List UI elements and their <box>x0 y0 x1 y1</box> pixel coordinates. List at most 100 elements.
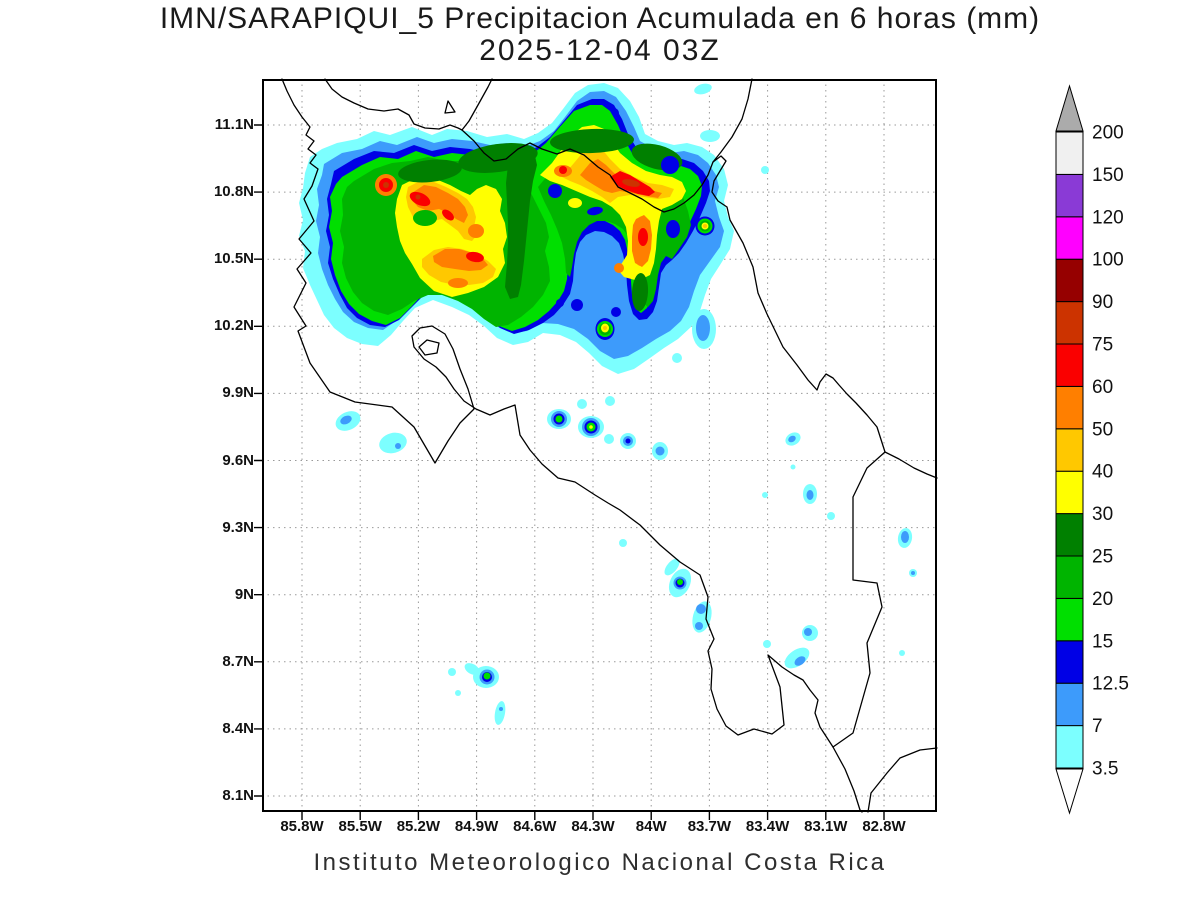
colorbar-level-label: 40 <box>1092 462 1113 483</box>
precip-contour <box>568 198 582 208</box>
precip-contour <box>550 128 634 154</box>
precip-contour <box>464 663 480 675</box>
precip-contour <box>700 130 720 142</box>
colorbar-level-label: 15 <box>1092 631 1113 652</box>
colorbar-level-label: 75 <box>1092 335 1113 356</box>
precip-contour <box>703 224 707 228</box>
lon-tick-label: 82.8W <box>862 818 906 835</box>
precip-contour <box>412 185 468 223</box>
precip-contour <box>762 492 768 498</box>
precip-contour <box>355 329 363 337</box>
precip-contour <box>466 251 484 263</box>
lon-tick-label: 83.4W <box>745 818 790 835</box>
precip-contour <box>555 415 563 423</box>
precipitation-map <box>254 78 938 820</box>
lon-tick-label: 85.2W <box>396 818 441 835</box>
precip-contour <box>901 531 909 543</box>
precip-contour <box>577 399 587 409</box>
lon-tick-label: 85.5W <box>338 818 382 835</box>
colorbar-level-label: 30 <box>1092 504 1113 525</box>
colorbar-block <box>1055 301 1084 345</box>
precip-contour <box>494 701 506 725</box>
lat-tick-label: 10.5N <box>213 250 254 268</box>
precip-contour <box>666 220 680 238</box>
precip-contour <box>398 159 462 183</box>
colorbar-block <box>1055 555 1084 599</box>
precip-contour <box>415 194 421 200</box>
page-title: IMN/SARAPIQUI_5 Precipitacion Acumulada … <box>159 2 1041 35</box>
colorbar-block <box>1055 428 1084 472</box>
precip-contour <box>911 571 915 575</box>
lat-tick-label: 10.8N <box>213 183 254 201</box>
precip-contour <box>499 707 503 711</box>
precip-contour <box>672 353 682 363</box>
precip-contour <box>695 622 703 630</box>
precip-contour <box>483 672 491 680</box>
colorbar-level-label: 20 <box>1092 589 1113 610</box>
precip-contour <box>548 184 562 198</box>
colorbar-level-label: 200 <box>1092 123 1124 144</box>
precip-contour <box>468 224 484 238</box>
institute-credit: Instituto Meteorologico Nacional Costa R… <box>313 849 887 876</box>
colorbar-level-label: 150 <box>1092 165 1124 186</box>
nicaragua-border <box>461 129 714 213</box>
colorbar-block <box>1055 216 1084 260</box>
precip-contour <box>631 273 649 311</box>
precip-contour <box>694 83 712 95</box>
colorbar-block <box>1055 343 1084 387</box>
precip-contour <box>638 228 648 246</box>
lon-tick-label: 84W <box>635 818 667 835</box>
lat-tick-label: 8.7N <box>222 652 254 670</box>
colorbar-block <box>1055 470 1084 515</box>
lon-tick-label: 84.6W <box>513 818 557 835</box>
lon-tick-label: 85.8W <box>280 818 324 835</box>
precip-contour <box>611 307 621 317</box>
precip-contour <box>622 179 640 187</box>
precip-contour <box>614 263 624 273</box>
valid-datetime: 2025-12-04 03Z <box>479 34 721 67</box>
precip-contour <box>409 191 431 207</box>
precip-contour <box>442 209 454 221</box>
precip-contour <box>455 690 461 696</box>
precip-contour <box>340 415 352 425</box>
colorbar-level-label: 25 <box>1092 547 1113 568</box>
precip-contour <box>556 299 564 307</box>
colorbar-labels: 3.5 7 12.5 15 20 25 30 40 50 60 75 90 100 120 150 200 <box>1092 123 1129 780</box>
tick-marks <box>254 124 885 820</box>
lon-tick-label: 83.7W <box>687 818 732 835</box>
precip-contour <box>763 640 771 648</box>
pacific-coastline <box>281 78 863 813</box>
precip-contour <box>827 512 835 520</box>
colorbar-blocks <box>1055 131 1084 769</box>
colorbar-block <box>1055 385 1084 430</box>
precip-contour <box>696 604 706 614</box>
colorbar-level-label: 120 <box>1092 207 1124 228</box>
colorbar-level-label: 60 <box>1092 377 1113 398</box>
colorbar-level-label: 50 <box>1092 419 1113 440</box>
colorbar-above-max-arrow <box>1055 84 1084 132</box>
precip-contour <box>604 434 614 444</box>
axis-ticks <box>254 124 885 820</box>
colorbar-level-label: 90 <box>1092 292 1113 313</box>
precip-contour <box>605 396 615 406</box>
precip-contour <box>761 166 769 174</box>
precip-contour <box>806 490 814 500</box>
colorbar-level-label: 7 <box>1092 716 1103 737</box>
colorbar-level-label: 100 <box>1092 250 1124 271</box>
precip-contour <box>788 435 796 443</box>
colorbar-below-min-arrow <box>1055 768 1084 815</box>
precip-contour <box>804 628 812 636</box>
precip-contour <box>587 206 603 216</box>
coastline-layer <box>281 78 938 813</box>
colorbar-block <box>1055 640 1084 684</box>
colorbar-block <box>1055 513 1084 557</box>
lon-tick-label: 84.9W <box>454 818 499 835</box>
precip-contour <box>395 443 401 449</box>
lat-tick-label: 9N <box>234 585 254 603</box>
lat-tick-label: 9.6N <box>222 451 254 469</box>
colorbar-block <box>1055 173 1084 218</box>
precip-contour <box>625 438 631 444</box>
lat-tick-label: 8.4N <box>222 719 254 737</box>
